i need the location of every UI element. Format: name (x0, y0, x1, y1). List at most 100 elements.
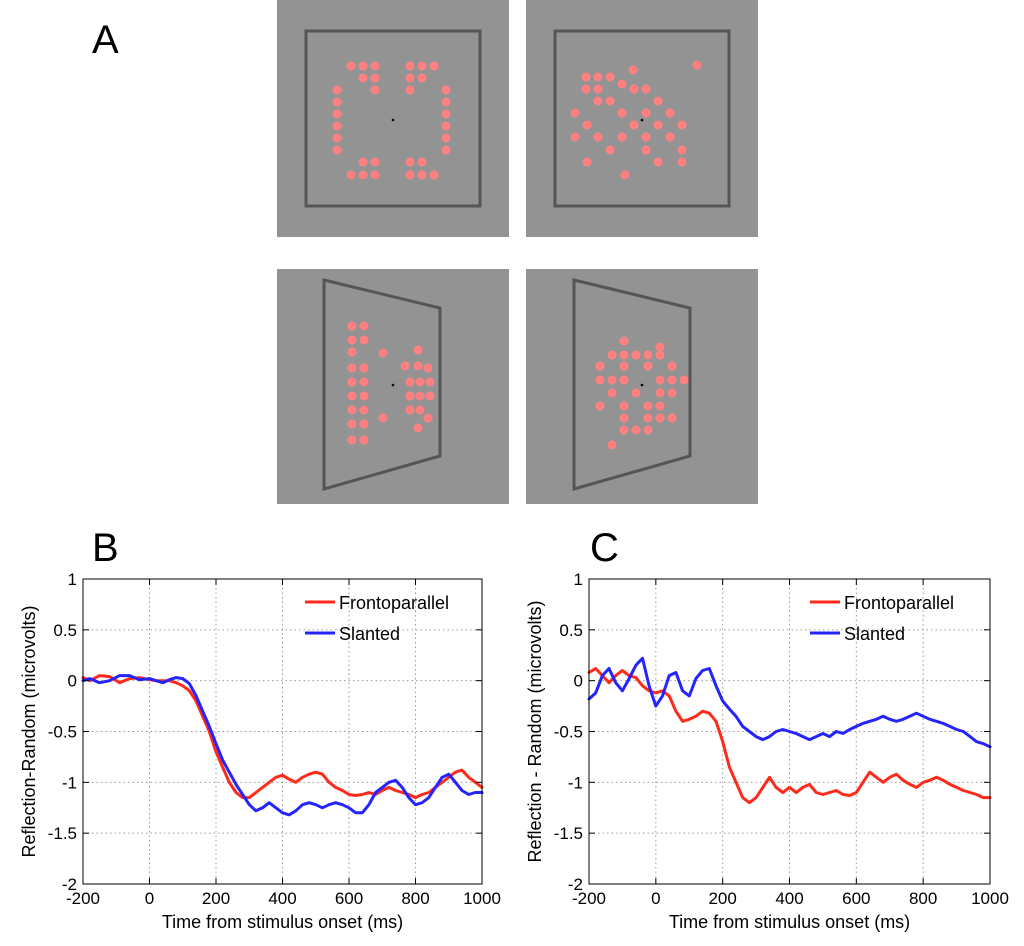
stimulus-dot (607, 440, 617, 450)
stimulus-dot (641, 145, 651, 155)
stimulus-dot (677, 157, 687, 167)
stimulus-dot (631, 425, 641, 435)
stimulus-dot (653, 157, 663, 167)
stimulus-dot (405, 377, 415, 387)
y-tick-label: 0.5 (53, 621, 77, 640)
x-tick-label: 400 (268, 889, 296, 908)
stimulus-dot (617, 108, 627, 118)
panel-label-c: C (590, 526, 619, 570)
stimulus-dot (643, 413, 653, 423)
stimulus-dot (692, 60, 702, 70)
stimulus-dot (332, 121, 342, 131)
stimulus-dot (607, 350, 617, 360)
panel-label-b: B (92, 526, 119, 570)
series-line-slanted (587, 656, 992, 749)
x-tick-label: 1000 (463, 889, 501, 908)
stimulus-dot (425, 391, 435, 401)
x-tick-label: 200 (708, 889, 736, 908)
stimulus-dot (619, 361, 629, 371)
stimulus-dot (581, 84, 591, 94)
stimulus-dot (570, 108, 580, 118)
stimulus-dot (370, 85, 380, 95)
x-tick-label: 600 (335, 889, 363, 908)
stimulus-dot (593, 132, 603, 142)
stimulus-dot (655, 342, 665, 352)
stimulus-dot (413, 423, 423, 433)
fixation-point (640, 383, 644, 387)
stimulus-frontoparallel-random (526, 0, 758, 237)
stimulus-dot (631, 350, 641, 360)
fixation-point (391, 383, 395, 387)
stimulus-dot (607, 388, 617, 398)
legend-label-slanted: Slanted (339, 624, 400, 644)
stimulus-dot (619, 413, 629, 423)
x-axis-label: Time from stimulus onset (ms) (669, 912, 910, 932)
stimulus-dot (417, 170, 427, 180)
y-tick-label: 0 (574, 672, 583, 691)
x-tick-label: 800 (909, 889, 937, 908)
stimulus-dot (441, 85, 451, 95)
stimulus-dot (347, 347, 357, 357)
stimulus-dot (415, 405, 425, 415)
stimulus-dot (582, 120, 592, 130)
stimulus-dot (607, 375, 617, 385)
stimulus-dot (441, 97, 451, 107)
stimulus-dot (423, 413, 433, 423)
stimulus-dot (347, 363, 357, 373)
y-axis-label: Reflection - Random (microvolts) (525, 600, 545, 862)
stimulus-dot (332, 85, 342, 95)
stimulus-dot (605, 96, 615, 106)
x-axis-label: Time from stimulus onset (ms) (162, 912, 403, 932)
stimulus-dot (653, 96, 663, 106)
stimulus-dot (417, 157, 427, 167)
y-axis-label: Reflection-Random (microvolts) (19, 605, 39, 857)
stimulus-dot (593, 96, 603, 106)
y-tick-label: -1.5 (554, 824, 583, 843)
stimulus-dot (628, 65, 638, 75)
stimulus-dot (332, 109, 342, 119)
stimulus-dot (595, 401, 605, 411)
stimulus-dot (667, 361, 677, 371)
y-tick-label: 1 (574, 570, 583, 589)
stimulus-dot (665, 132, 675, 142)
stimulus-dot (347, 435, 357, 445)
stimulus-dot (423, 363, 433, 373)
stimulus-dot (667, 388, 677, 398)
stimulus-dot (641, 108, 651, 118)
stimulus-background (526, 269, 758, 504)
y-tick-label: -0.5 (48, 723, 77, 742)
stimulus-dot (405, 61, 415, 71)
stimulus-background (277, 0, 509, 237)
y-tick-label: 1 (68, 570, 77, 589)
stimulus-dot (359, 377, 369, 387)
fixation-point (640, 118, 644, 122)
stimulus-dot (595, 361, 605, 371)
fixation-point (391, 118, 395, 122)
stimulus-dot (643, 361, 653, 371)
stimulus-dot (370, 157, 380, 167)
stimulus-dot (405, 157, 415, 167)
y-tick-label: -2 (62, 875, 77, 894)
stimulus-dot (655, 375, 665, 385)
stimulus-dot (347, 335, 357, 345)
stimulus-slanted-random (526, 269, 758, 504)
stimulus-frontoparallel-reflection (277, 0, 509, 237)
stimulus-dot (570, 132, 580, 142)
stimulus-dot (429, 61, 439, 71)
stimulus-dot (631, 388, 641, 398)
stimulus-dot (359, 335, 369, 345)
stimulus-dot (359, 391, 369, 401)
x-tick-label: -200 (66, 889, 100, 908)
stimulus-dot (358, 170, 368, 180)
stimulus-dot (332, 97, 342, 107)
x-tick-label: 800 (401, 889, 429, 908)
stimulus-dot (358, 73, 368, 83)
stimulus-dot (441, 145, 451, 155)
y-tick-label: -1 (62, 773, 77, 792)
stimulus-dot (593, 72, 603, 82)
panel-label-a: A (92, 18, 119, 62)
stimulus-frame (322, 278, 442, 491)
stimulus-dot (405, 73, 415, 83)
stimulus-dot (629, 84, 639, 94)
